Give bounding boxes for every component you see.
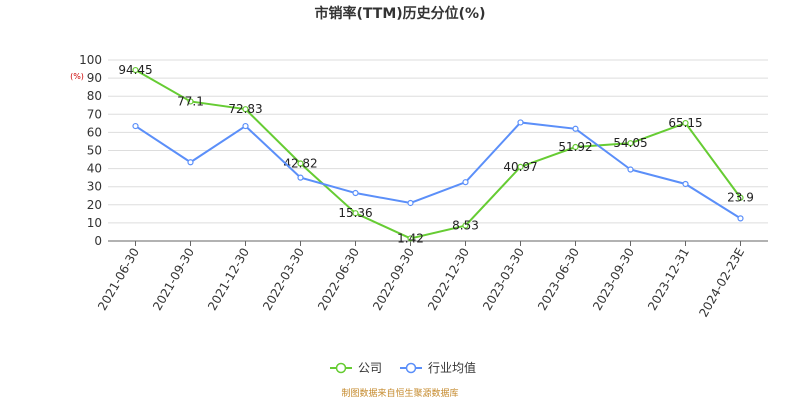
series-group: 94.45 77.1 72.83 42.82 15.36 1.42 8.53 40.97 51.…: [118, 63, 754, 245]
data-point: [187, 98, 194, 105]
x-tick-label: 2021-12-30: [205, 246, 252, 313]
data-point: [297, 174, 304, 181]
y-tick-label: 50: [87, 144, 102, 158]
data-point: [462, 179, 469, 186]
data-label: 51.92: [558, 140, 592, 154]
data-point: [187, 159, 194, 166]
source-note: 制图数据来自恒生聚源数据库: [341, 387, 458, 399]
data-label: 65.15: [668, 116, 702, 130]
x-tick-label: 2022-09-30: [370, 246, 417, 313]
data-point: [737, 215, 744, 222]
data-point: [572, 143, 579, 151]
data-label: 94.45: [118, 63, 152, 77]
data-point: [737, 194, 744, 201]
x-tick-label: 2023-06-30: [535, 246, 582, 313]
y-tick-label: 40: [87, 162, 102, 176]
data-point: [242, 122, 249, 130]
data-point: [132, 66, 139, 74]
data-point: [132, 122, 139, 130]
data-point: [297, 160, 304, 167]
data-label: 40.97: [503, 160, 537, 174]
legend-marker: [335, 362, 347, 374]
data-point: [352, 189, 359, 197]
series-line: [135, 69, 742, 240]
legend-marker: [405, 362, 417, 374]
legend-item[interactable]: 行业均值: [400, 360, 476, 375]
y-tick-label: 90: [87, 71, 102, 85]
chart-title: 市销率(TTM)历史分位(%): [315, 5, 486, 22]
y-tick-label: 60: [87, 125, 102, 139]
data-label: 23.9: [727, 191, 754, 205]
legend-label: 公司: [358, 361, 382, 375]
series-line: [134, 121, 742, 220]
x-tick-label: 2023-09-30: [590, 246, 637, 313]
data-point: [462, 222, 469, 229]
y-tick-label: 80: [87, 89, 102, 103]
data-point: [517, 119, 524, 126]
y-axis-ticks: 0 10 20 30 40 50 60 70 80 90 100: [79, 53, 102, 248]
data-point: [682, 119, 689, 127]
legend[interactable]: 公司 行业均值: [330, 360, 476, 375]
legend-item[interactable]: 公司: [330, 361, 382, 375]
x-tick-label: 2023-12-31: [645, 246, 692, 313]
x-axis: 2021-06-30 2021-09-30 2021-12-30 2022-03-30…: [95, 240, 768, 320]
data-point: [407, 235, 414, 242]
y-axis-unit-label: (%): [70, 72, 84, 81]
data-point: [627, 140, 634, 147]
y-tick-label: 20: [87, 198, 102, 212]
x-tick-label: 2022-03-30: [260, 246, 307, 313]
x-tick-label: 2021-06-30: [95, 246, 142, 313]
data-label: 72.83: [228, 102, 262, 116]
data-label: 1.42: [397, 231, 424, 245]
data-label: 15.36: [338, 206, 372, 220]
data-point: [627, 166, 634, 173]
y-tick-label: 0: [94, 234, 102, 248]
data-label: 54.05: [613, 136, 647, 150]
x-tick-label: 2024-02-23E: [696, 246, 747, 320]
data-point: [572, 125, 579, 132]
data-label: 77.1: [177, 94, 204, 108]
data-point: [682, 180, 689, 188]
y-tick-label: 10: [87, 216, 102, 230]
data-label: 42.82: [283, 156, 317, 170]
x-tick-label: 2022-06-30: [315, 246, 362, 313]
y-tick-label: 100: [79, 53, 102, 67]
y-tick-label: 70: [87, 107, 102, 121]
x-tick-label: 2023-03-30: [480, 246, 527, 313]
y-tick-label: 30: [87, 180, 102, 194]
data-point: [517, 163, 524, 170]
data-point: [407, 199, 414, 207]
gridlines: [108, 59, 768, 242]
data-label: 8.53: [452, 219, 479, 233]
data-point: [352, 210, 359, 217]
data-point: [242, 106, 249, 113]
x-tick-label: 2021-09-30: [150, 246, 197, 313]
legend-label: 行业均值: [428, 360, 476, 375]
x-tick-label: 2022-12-30: [425, 246, 472, 313]
